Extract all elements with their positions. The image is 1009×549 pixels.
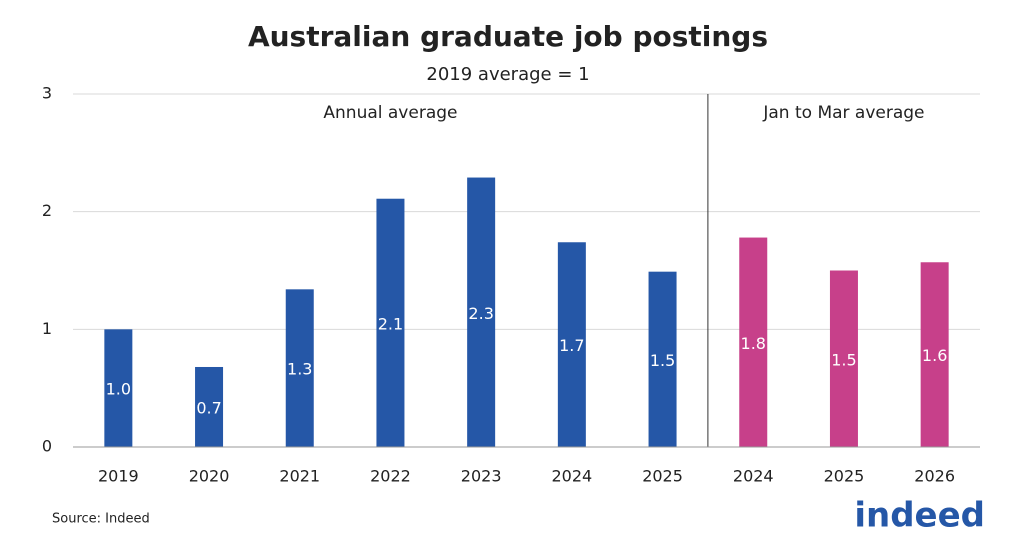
bar [376, 198, 405, 447]
source: Source: Indeed [52, 512, 150, 527]
x-tick-label: 2024 [733, 467, 774, 486]
value-label: 1.6 [922, 346, 947, 365]
bar [557, 242, 586, 447]
bar [648, 271, 677, 447]
chart-title: Australian graduate job postings [248, 20, 768, 53]
x-tick-label: 2019 [98, 467, 139, 486]
bar [739, 237, 768, 447]
x-tick-label: 2023 [461, 467, 502, 486]
y-tick-label: 0 [42, 437, 52, 456]
value-label: 1.3 [287, 360, 312, 379]
chart-subtitle: 2019 average = 1 [426, 64, 589, 85]
group-label: Annual average [323, 103, 457, 123]
value-label: 2.3 [468, 304, 493, 323]
y-tick-label: 1 [42, 319, 52, 338]
bar [920, 262, 949, 447]
x-tick-label: 2022 [370, 467, 411, 486]
bar [104, 329, 133, 447]
value-label: 2.1 [378, 314, 403, 333]
x-tick-label: 2020 [189, 467, 230, 486]
x-tick-label: 2021 [279, 467, 320, 486]
value-label: 1.0 [106, 380, 131, 399]
x-tick-label: 2026 [914, 467, 955, 486]
bar [829, 270, 858, 447]
bar [467, 177, 496, 447]
logo: indeed [854, 496, 985, 536]
y-tick-label: 2 [42, 201, 52, 220]
value-label: 1.5 [650, 351, 675, 370]
value-label: 1.7 [559, 336, 584, 355]
bar [195, 366, 224, 447]
value-label: 1.5 [831, 350, 856, 369]
x-tick-label: 2025 [824, 467, 865, 486]
bar [285, 289, 314, 447]
y-tick-label: 3 [42, 84, 52, 103]
group-label: Jan to Mar average [762, 103, 924, 123]
x-tick-label: 2024 [551, 467, 592, 486]
value-label: 1.8 [741, 334, 766, 353]
value-label: 0.7 [196, 398, 221, 417]
x-tick-label: 2025 [642, 467, 683, 486]
